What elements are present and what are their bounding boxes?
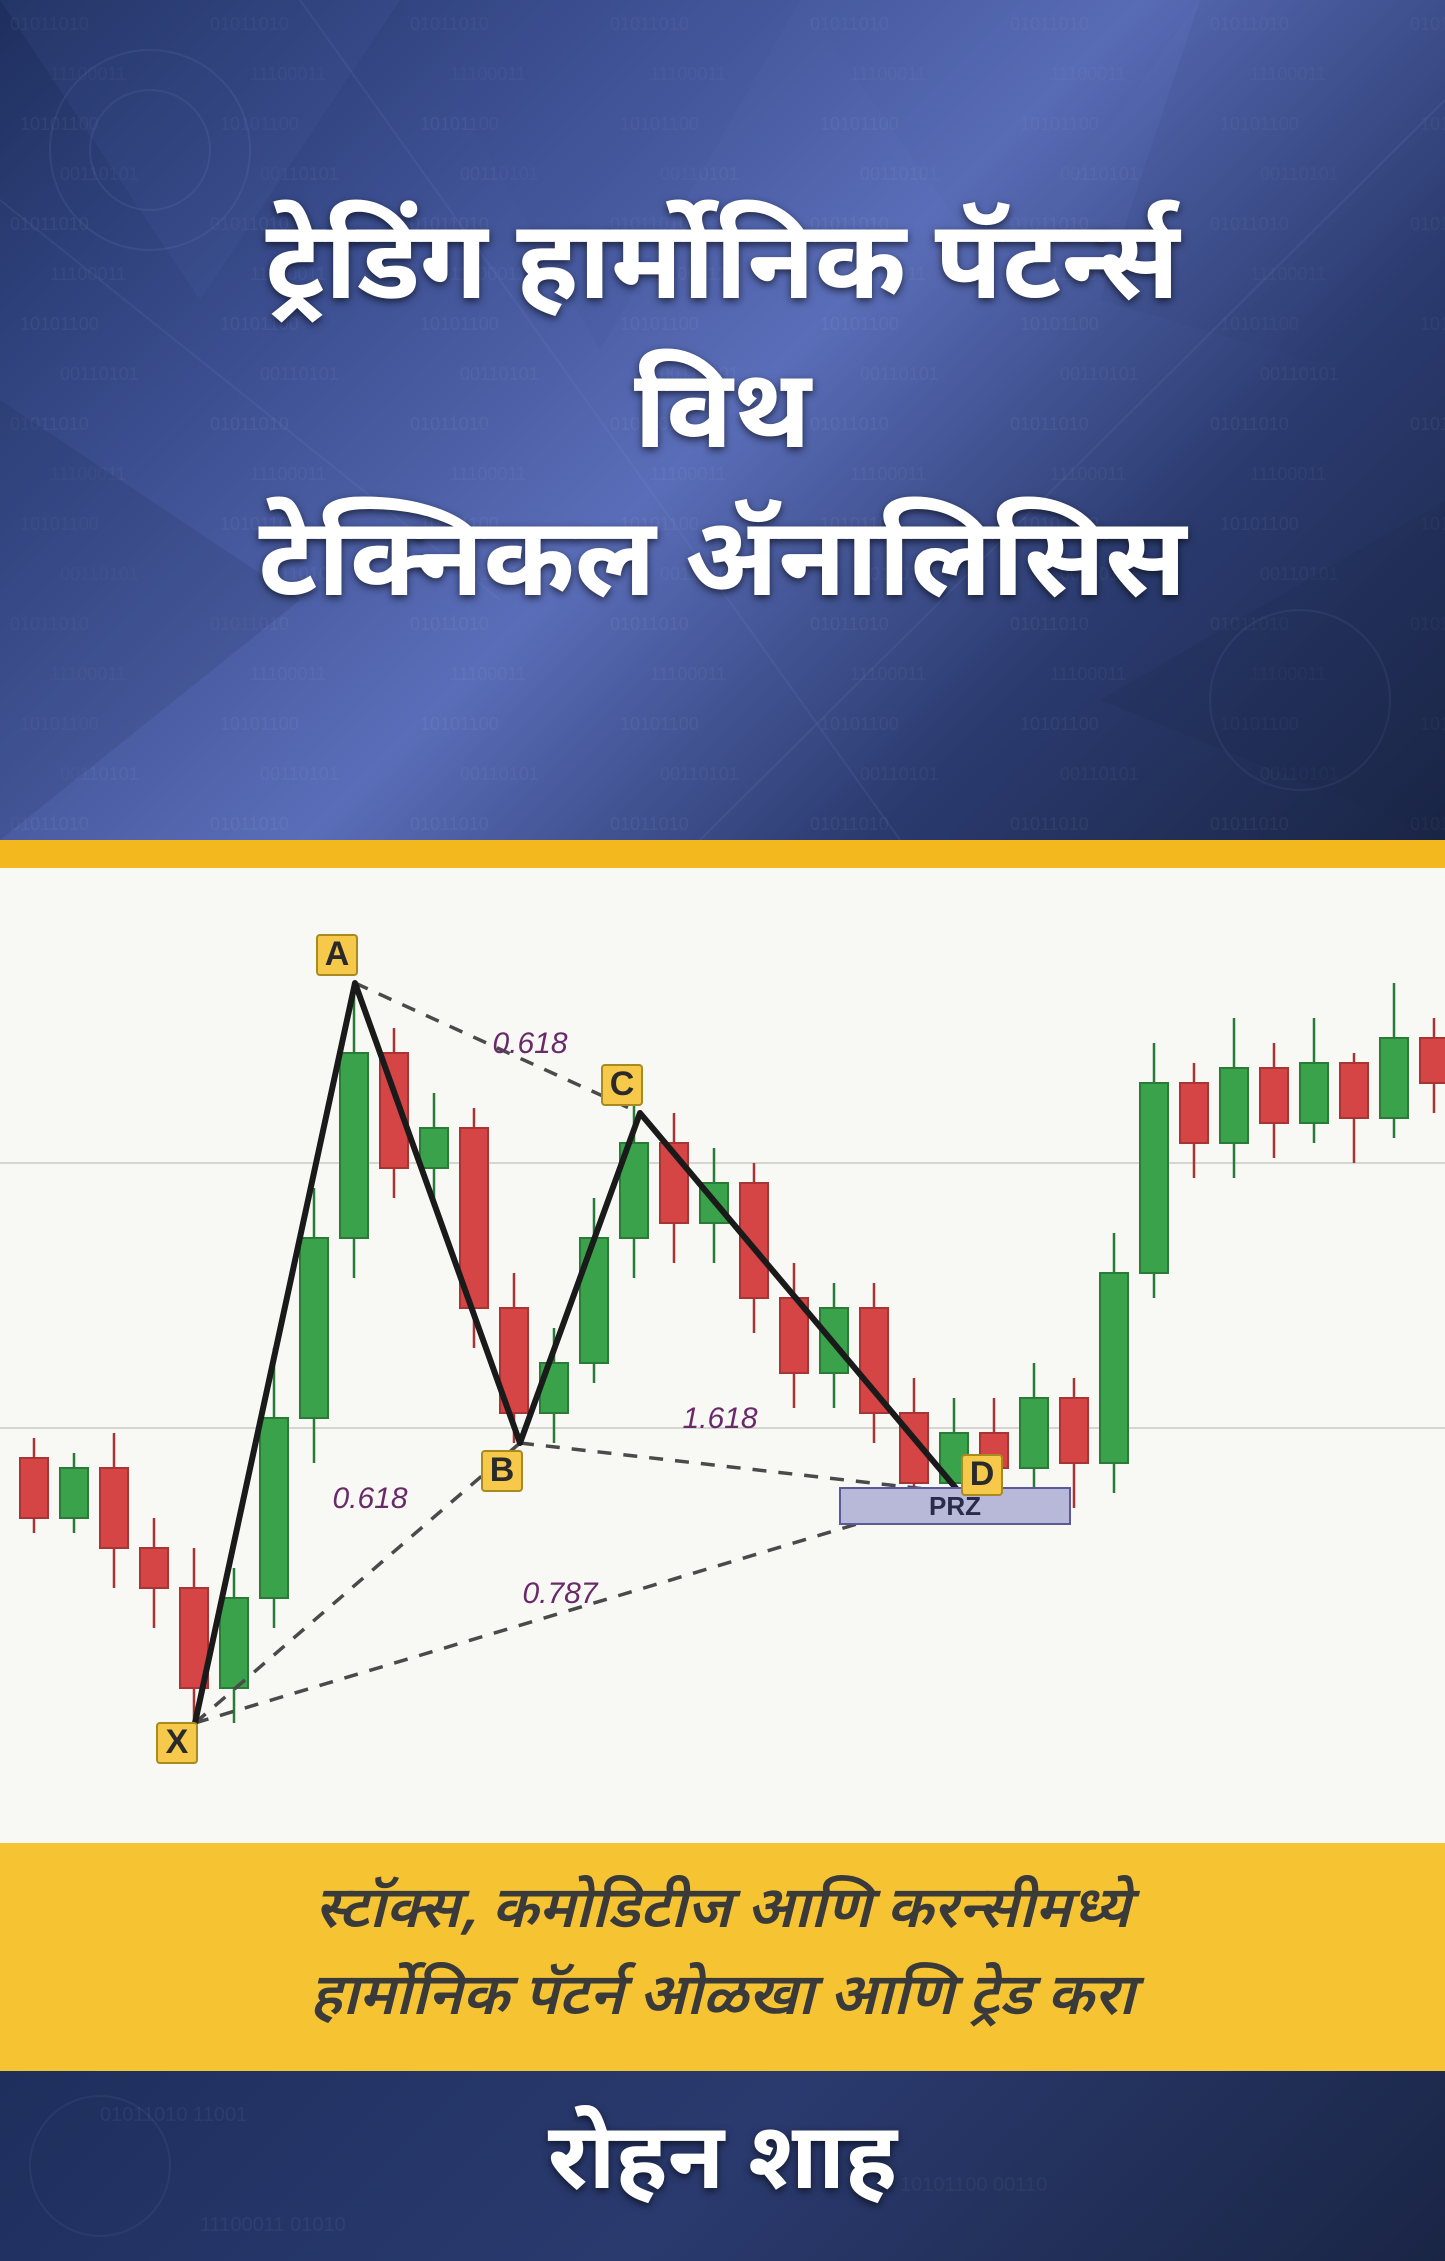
- subtitle-line-1: स्टॉक्स, कमोडिटीज आणि करन्सीमध्ये: [315, 1870, 1130, 1957]
- svg-text:D: D: [970, 1455, 995, 1493]
- author-name: रोहन शाह: [548, 2106, 897, 2226]
- chart-section: PRZ XABCD 0.6180.6181.6180.787: [0, 868, 1445, 1843]
- svg-text:1.618: 1.618: [682, 1402, 757, 1435]
- svg-text:A: A: [325, 935, 350, 973]
- title-line-1: ट्रेडिंग हार्मोनिक पॅटर्न्स: [266, 197, 1180, 346]
- svg-text:10101100 00110: 10101100 00110: [900, 2174, 1047, 2196]
- harmonic-pattern-chart: PRZ XABCD 0.6180.6181.6180.787: [0, 868, 1445, 1843]
- subtitle-band: स्टॉक्स, कमोडिटीज आणि करन्सीमध्ये हार्मो…: [0, 1843, 1445, 2071]
- svg-text:0.787: 0.787: [522, 1577, 598, 1610]
- title-line-2: विथ: [634, 346, 811, 495]
- subtitle-line-2: हार्मोनिक पॅटर्न ओळखा आणि ट्रेड करा: [310, 1957, 1135, 2044]
- svg-text:0.618: 0.618: [492, 1027, 567, 1060]
- svg-text:01011010 11001: 01011010 11001: [100, 2104, 247, 2126]
- cover-top-section: 01011010 11100011 10101100 00110101 ट्रे…: [0, 0, 1445, 840]
- svg-text:C: C: [610, 1065, 635, 1103]
- svg-text:0.618: 0.618: [332, 1482, 407, 1515]
- author-section: 01011010 11001 10101100 00110 11100011 0…: [0, 2071, 1445, 2261]
- svg-text:X: X: [166, 1723, 189, 1761]
- title-line-3: टेक्निकल ॲनालिसिस: [259, 494, 1187, 643]
- svg-text:11100011 01010: 11100011 01010: [200, 2214, 346, 2236]
- svg-text:B: B: [490, 1451, 515, 1489]
- yellow-divider-top: [0, 840, 1445, 868]
